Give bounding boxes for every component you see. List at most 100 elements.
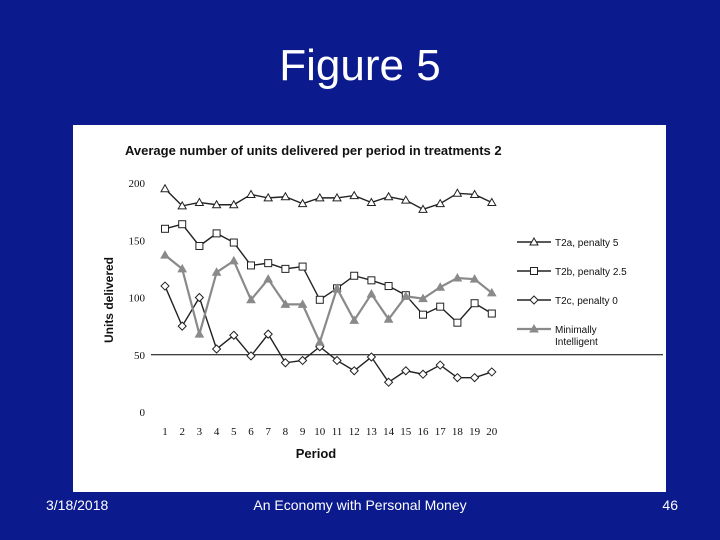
footer-title: An Economy with Personal Money (253, 497, 467, 513)
x-tick-label: 19 (469, 426, 481, 438)
data-point (453, 318, 462, 327)
legend-label: T2c, penalty 0 (555, 296, 618, 307)
legend-marker (529, 236, 539, 246)
y-axis-label: Units delivered (102, 257, 116, 343)
page-number: 46 (662, 497, 678, 513)
data-point (177, 321, 187, 331)
x-tick-label: 9 (300, 426, 306, 438)
data-point (487, 367, 497, 377)
y-tick-label: 50 (134, 350, 146, 362)
data-point (332, 192, 342, 202)
data-point (349, 190, 360, 200)
x-tick-label: 5 (231, 426, 237, 438)
data-point (486, 197, 497, 206)
y-tick-label: 100 (129, 293, 146, 305)
x-tick-label: 12 (349, 426, 360, 438)
data-point (280, 358, 291, 368)
legend-marker (530, 267, 538, 275)
data-point (281, 264, 290, 273)
data-point (349, 366, 359, 376)
data-point (195, 241, 204, 250)
x-tick-label: 7 (265, 426, 271, 438)
data-point (367, 276, 376, 285)
legend-label: T2b, penalty 2.5 (555, 267, 627, 278)
legend-label: Minimally (555, 325, 597, 336)
data-point (263, 274, 274, 283)
data-point (452, 273, 463, 282)
data-point (247, 261, 255, 270)
x-tick-label: 13 (366, 426, 378, 438)
data-point (436, 302, 445, 311)
y-tick-label: 200 (129, 178, 146, 190)
data-point (194, 292, 205, 303)
data-point (298, 262, 307, 271)
data-point (469, 189, 480, 198)
data-point (297, 355, 308, 366)
slide-title: Figure 5 (279, 41, 441, 90)
data-point (366, 289, 377, 298)
data-point (246, 351, 256, 361)
data-point (246, 189, 256, 198)
data-point (160, 281, 170, 291)
data-point (366, 352, 377, 362)
x-tick-label: 6 (248, 426, 254, 438)
data-point (212, 229, 221, 238)
data-point (418, 204, 428, 213)
x-tick-label: 4 (214, 426, 220, 438)
data-point (178, 220, 187, 229)
data-point (228, 255, 239, 265)
data-point (161, 224, 169, 233)
y-tick-label: 150 (129, 235, 146, 247)
data-point (160, 183, 170, 193)
data-point (314, 192, 325, 202)
x-axis-label: Period (296, 446, 337, 461)
x-tick-label: 15 (400, 426, 412, 438)
x-tick-label: 8 (283, 426, 289, 438)
data-point (418, 293, 428, 303)
data-point (366, 197, 377, 206)
chart-panel: Average number of units delivered per pe… (73, 125, 666, 492)
data-point (435, 360, 445, 370)
data-point (211, 199, 222, 209)
legend-marker (529, 323, 539, 333)
x-tick-label: 14 (383, 426, 395, 438)
series-2 (161, 220, 496, 327)
legend-marker (529, 295, 539, 305)
x-tick-label: 18 (452, 426, 464, 438)
series-line (164, 285, 493, 384)
data-point (280, 191, 291, 201)
data-point (469, 372, 480, 383)
series-4 (160, 250, 497, 346)
data-point (177, 263, 188, 273)
data-point (297, 299, 308, 308)
data-point (297, 198, 308, 208)
data-point (400, 291, 411, 300)
data-point (228, 199, 239, 209)
data-point (194, 197, 205, 206)
data-point (486, 287, 497, 297)
data-point (264, 259, 273, 268)
data-point (383, 377, 394, 387)
data-point (229, 238, 238, 247)
data-point (470, 299, 479, 308)
data-point (160, 250, 170, 259)
legend-item: T2c, penalty 0 (517, 295, 618, 307)
data-point (263, 192, 274, 202)
x-tick-label: 1 (162, 426, 168, 438)
data-point (401, 366, 411, 376)
data-point (280, 299, 291, 308)
x-tick-label: 2 (179, 426, 185, 438)
series-1 (160, 183, 497, 213)
data-point (229, 330, 239, 340)
data-point (314, 337, 325, 346)
x-tick-label: 10 (314, 426, 326, 438)
data-point (194, 329, 205, 338)
data-point (263, 329, 273, 339)
data-point (211, 344, 222, 354)
data-point (383, 314, 394, 323)
line-chart: Average number of units delivered per pe… (102, 143, 663, 461)
x-tick-label: 16 (418, 426, 430, 438)
data-point (246, 294, 256, 304)
